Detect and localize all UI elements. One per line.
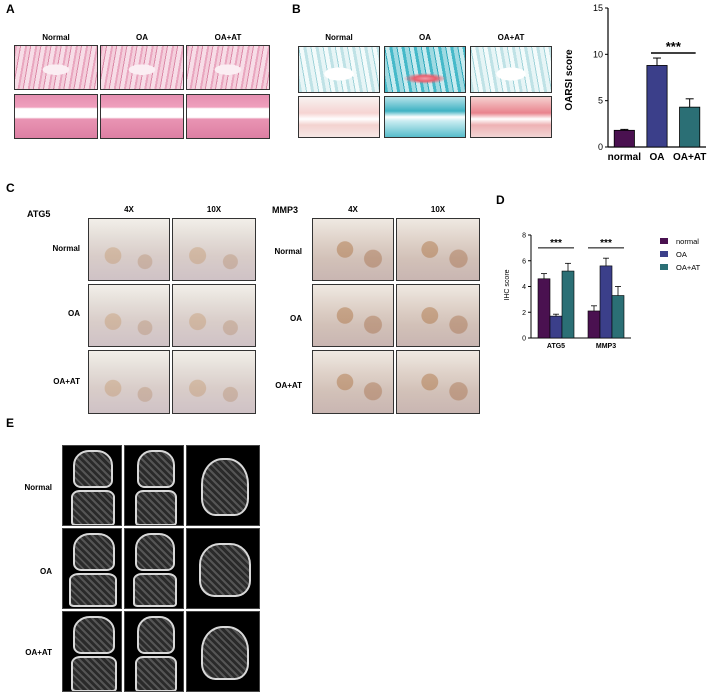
- ihc-atg5-oaat-4x: [88, 350, 170, 414]
- panel-a-col-oa: OA: [136, 33, 148, 42]
- ihc-atg5-oa-4x: [88, 284, 170, 347]
- atg5-row-oa: OA: [68, 309, 80, 318]
- panel-b-label: B: [292, 2, 301, 16]
- panel-b-col-oa: OA: [419, 33, 431, 42]
- panel-a-col-oaat: OA+AT: [214, 33, 242, 42]
- so-image-normal-top: [298, 46, 380, 93]
- so-image-oa-top: [384, 46, 466, 93]
- so-image-oa-bottom: [384, 96, 466, 138]
- microct-oa-2: [124, 528, 184, 609]
- ihc-mmp3-oaat-4x: [312, 350, 394, 414]
- panel-b-col-normal: Normal: [325, 33, 353, 42]
- he-image-oa-bottom: [100, 94, 184, 139]
- ihc-mmp3-normal-4x: [312, 218, 394, 281]
- ihc-legend-swatch-oa: [660, 251, 668, 257]
- ihc-atg5-oaat-10x: [172, 350, 256, 414]
- oarsi-y-tick-label: 10: [593, 49, 603, 59]
- he-image-normal-top: [14, 45, 98, 90]
- ihc-bar-mmp3-oa: [599, 265, 613, 339]
- ihc-y-tick-label: 6: [522, 258, 526, 265]
- oarsi-y-tick-label: 15: [593, 3, 603, 13]
- ihc-bar-mmp3-oa-at: [611, 295, 625, 339]
- marker-atg5-label: ATG5: [27, 209, 51, 219]
- ihc-legend-label-oa-at: OA+AT: [676, 263, 701, 272]
- ihc-legend-label-oa: OA: [676, 250, 687, 259]
- ihc-x-tick-label-atg5: ATG5: [547, 343, 565, 350]
- oarsi-bar-normal: [613, 129, 635, 148]
- ihc-significance-label-mmp3: ***: [600, 238, 612, 249]
- ihc-significance-label-atg5: ***: [550, 238, 562, 249]
- panel-a-col-normal: Normal: [42, 33, 70, 42]
- ihc-legend-swatch-oa-at: [660, 264, 668, 270]
- panel-d-label: D: [496, 193, 505, 207]
- he-image-oaat-bottom: [186, 94, 270, 139]
- ihc-y-tick-label: 0: [522, 336, 526, 343]
- ihc-atg5-normal-10x: [172, 218, 256, 281]
- oarsi-y-axis-label: OARSI score: [564, 49, 575, 111]
- panel-c-label: C: [6, 181, 15, 195]
- oarsi-x-tick-label: OA: [650, 152, 665, 163]
- ihc-mmp3-oa-4x: [312, 284, 394, 347]
- atg5-mag-10x: 10X: [206, 205, 222, 214]
- microct-oaat-2: [124, 611, 184, 692]
- he-image-oa-top: [100, 45, 184, 90]
- atg5-row-oaat: OA+AT: [53, 377, 80, 386]
- ct-row-oa: OA: [40, 567, 52, 576]
- oarsi-score-chart: 0 5 10 15 normal OA OA+AT *** OARSI score: [564, 3, 706, 163]
- mmp3-row-normal: Normal: [274, 247, 302, 256]
- microct-oaat-3: [186, 611, 260, 692]
- microct-oa-3: [186, 528, 260, 609]
- ihc-atg5-oa-10x: [172, 284, 256, 347]
- ihc-bar-atg5-oa: [549, 315, 563, 339]
- ihc-bar-mmp3-normal: [587, 310, 601, 339]
- ihc-legend-swatch-normal: [660, 238, 668, 244]
- marker-mmp3-label: MMP3: [272, 205, 299, 215]
- ct-row-oaat: OA+AT: [25, 648, 52, 657]
- ct-row-normal: Normal: [24, 483, 52, 492]
- oarsi-bar-oa: [646, 65, 668, 148]
- panel-e-label: E: [6, 416, 15, 430]
- microct-oa-1: [62, 528, 122, 609]
- he-image-oaat-top: [186, 45, 270, 90]
- mmp3-row-oa: OA: [290, 314, 302, 323]
- mmp3-mag-10x: 10X: [430, 205, 446, 214]
- microct-oaat-1: [62, 611, 122, 692]
- so-image-oaat-top: [470, 46, 552, 93]
- ihc-atg5-normal-4x: [88, 218, 170, 281]
- atg5-mag-4x: 4X: [124, 205, 134, 214]
- oarsi-y-tick-label: 0: [598, 142, 603, 152]
- ihc-mmp3-oaat-10x: [396, 350, 480, 414]
- microct-normal-3: [186, 445, 260, 526]
- panel-b-col-oaat: OA+AT: [497, 33, 525, 42]
- ihc-mmp3-normal-10x: [396, 218, 480, 281]
- oarsi-x-tick-label: OA+AT: [673, 152, 706, 163]
- ihc-x-tick-label-mmp3: MMP3: [596, 343, 616, 350]
- mmp3-row-oaat: OA+AT: [275, 381, 302, 390]
- ihc-y-tick-label: 8: [522, 233, 526, 240]
- oarsi-y-tick-label: 5: [598, 96, 603, 106]
- ihc-y-tick-label: 4: [522, 284, 526, 291]
- ihc-bar-atg5-normal: [537, 278, 551, 339]
- ihc-y-tick-label: 2: [522, 310, 526, 317]
- oarsi-bar-oa-at: [679, 106, 701, 148]
- ihc-mmp3-oa-10x: [396, 284, 480, 347]
- oarsi-x-tick-label: normal: [608, 152, 642, 163]
- panel-a-label: A: [6, 2, 15, 16]
- ihc-score-chart: 0 2 4 6 8 ATG5 MMP3 *** *** normal OA OA+AT IHC s…: [504, 233, 701, 351]
- oarsi-significance-label: ***: [666, 39, 682, 54]
- microct-normal-2: [124, 445, 184, 526]
- so-image-oaat-bottom: [470, 96, 552, 138]
- so-image-normal-bottom: [298, 96, 380, 138]
- ihc-y-axis-label: IHC score: [504, 269, 511, 300]
- ihc-legend-label-normal: normal: [676, 237, 699, 246]
- microct-normal-1: [62, 445, 122, 526]
- ihc-bar-atg5-oa-at: [561, 270, 575, 339]
- he-image-normal-bottom: [14, 94, 98, 139]
- mmp3-mag-4x: 4X: [348, 205, 358, 214]
- atg5-row-normal: Normal: [52, 244, 80, 253]
